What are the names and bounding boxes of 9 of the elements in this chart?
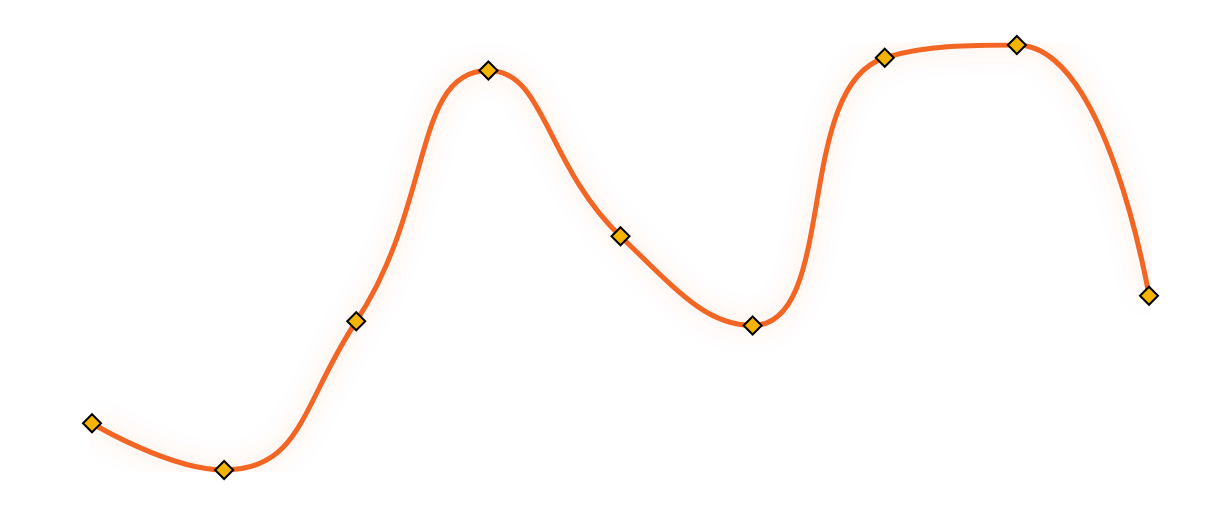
- point: [478, 60, 499, 81]
- point: [1139, 285, 1159, 306]
- point: [1006, 35, 1027, 55]
- point: [82, 413, 102, 434]
- point: [610, 226, 631, 247]
- point: [742, 315, 763, 336]
- point: [874, 47, 895, 68]
- point: [346, 311, 367, 332]
- point: [214, 460, 235, 480]
